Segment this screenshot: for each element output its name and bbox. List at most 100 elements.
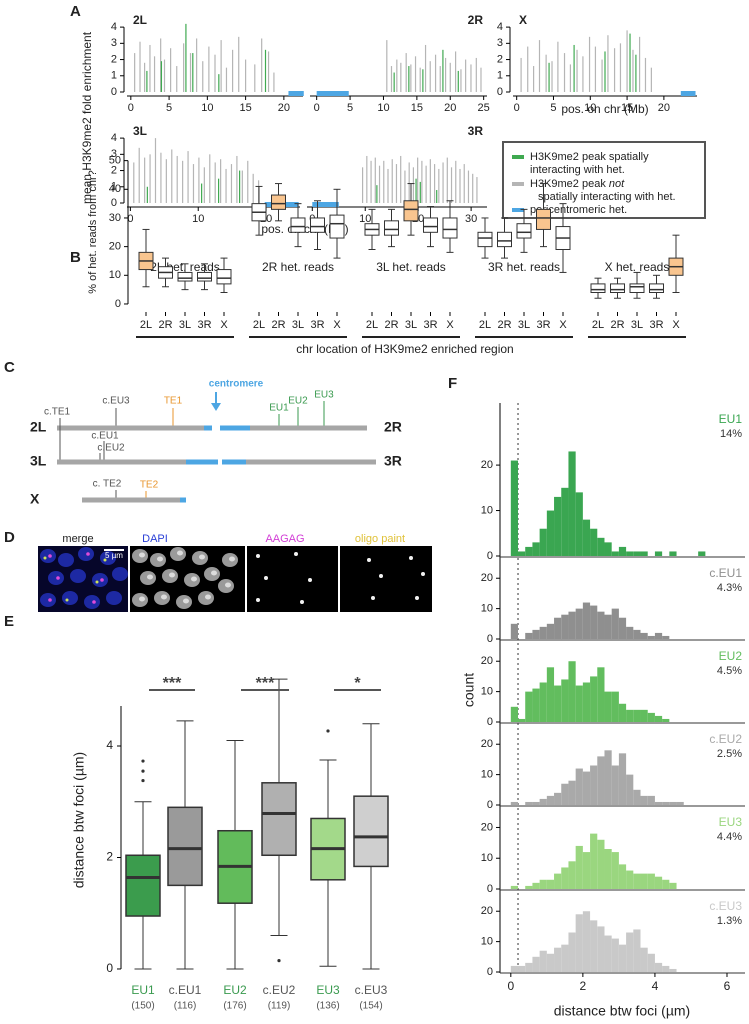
x-tick-label: 15 [621, 102, 633, 114]
focus [415, 596, 419, 600]
chromosome-arm: 2R [384, 419, 402, 435]
box [590, 283, 606, 293]
histogram-bar [633, 709, 641, 722]
histogram-name: EU1 [719, 412, 743, 426]
x-tick-label: 2L [253, 319, 265, 331]
legend-text: H3K9me2 peak not [530, 178, 625, 190]
chromosome-segment [57, 459, 186, 465]
histogram-bar [626, 551, 634, 556]
group-title: 3L het. reads [376, 260, 446, 274]
y-tick-label: 0 [487, 883, 493, 895]
histogram-bar [554, 617, 562, 639]
chromosome-arm: 2L [30, 419, 47, 435]
box [310, 217, 325, 233]
x-axis-title: distance btw foci (µm) [554, 1003, 690, 1019]
box [536, 208, 551, 230]
y-tick-label: 1 [111, 181, 117, 193]
focus [308, 578, 312, 582]
histogram-bar [590, 920, 598, 972]
histogram-bar [626, 932, 634, 972]
histogram-bar [510, 801, 519, 805]
histogram-bar [647, 795, 655, 805]
nucleus-spot [147, 574, 153, 580]
chromosome-arm: 3L [30, 453, 47, 469]
box [290, 217, 306, 233]
box [125, 854, 161, 917]
histogram-bar [546, 667, 555, 722]
pericentromeric-het [316, 91, 349, 96]
y-tick-label: 3 [497, 37, 503, 49]
nucleus [58, 553, 74, 567]
x-tick-label: X [446, 319, 454, 331]
focus [100, 578, 104, 582]
panel-letter: C [4, 359, 15, 376]
x-tick-label: c.EU3 [355, 983, 388, 997]
chromosome-segment [222, 459, 246, 465]
y-tick-label: 50 [109, 155, 121, 167]
y-tick-label: 4 [497, 21, 503, 33]
histogram-bar [539, 950, 547, 972]
nucleus-spot [139, 552, 145, 558]
x-tick-label: EU2 [223, 983, 247, 997]
nucleus [100, 551, 116, 565]
box [610, 283, 625, 293]
y-tick-label: 0 [487, 633, 493, 645]
histogram-bar [575, 685, 583, 722]
histogram-bar [676, 801, 684, 805]
y-tick-label: 3 [111, 148, 117, 160]
histogram-bar [546, 510, 555, 556]
y-tick-label: 2 [497, 53, 503, 65]
histogram-bar [510, 460, 519, 556]
histogram-bar [662, 965, 670, 972]
histogram-bar [539, 798, 547, 805]
histogram-bar [554, 947, 562, 972]
histogram-share: 14% [720, 428, 742, 440]
x-tick-label: 2R [384, 319, 398, 331]
panel-letter: B [70, 249, 81, 266]
y-tick-label: 4 [111, 21, 117, 33]
histogram-bar [575, 492, 583, 556]
legend-text: pericentromeric het. [530, 204, 627, 216]
y-tick-label: 0 [111, 197, 117, 209]
histogram-bar [647, 712, 655, 722]
histogram-bar [575, 914, 583, 972]
x-tick-label: 2R [610, 319, 624, 331]
histogram-bar [568, 661, 576, 722]
y-tick-label: 30 [109, 212, 121, 224]
x-tick-label: 20 [278, 102, 290, 114]
focus [65, 598, 69, 602]
y-tick-label: 20 [481, 572, 493, 584]
histogram-bar [575, 608, 583, 639]
marker-label: EU1 [269, 403, 289, 414]
box [384, 220, 399, 236]
marker-label: c. TE2 [93, 479, 122, 490]
nucleus-spot [183, 598, 189, 604]
histogram-bar [640, 947, 648, 972]
chromosome-segment [180, 497, 186, 503]
box [177, 271, 193, 282]
histogram-bar [662, 635, 670, 639]
x-tick-label: 0 [314, 102, 320, 114]
box [271, 194, 286, 210]
histogram-bar [618, 944, 627, 972]
histogram-bar [633, 629, 641, 639]
chromosome-segment [82, 497, 180, 503]
nucleus-spot [205, 594, 211, 600]
histogram-bar [590, 765, 598, 805]
histogram-bar [611, 938, 619, 972]
focus [256, 554, 260, 558]
count-label: (176) [223, 1001, 246, 1012]
histogram-bar [611, 852, 619, 889]
chromosome-segment [186, 459, 218, 465]
x-tick-label: c.EU1 [169, 983, 202, 997]
x-axis-title: chr location of H3K9me2 enriched region [296, 342, 513, 356]
y-tick-label: 20 [481, 459, 493, 471]
histogram-bar [604, 750, 612, 805]
y-tick-label: 1 [111, 70, 117, 82]
x-tick-label: 2R [158, 319, 172, 331]
histogram-bar [539, 879, 547, 889]
histogram-bar [590, 528, 598, 556]
y-tick-label: 10 [481, 769, 493, 781]
focus [367, 558, 371, 562]
y-tick-label: 20 [109, 241, 121, 253]
